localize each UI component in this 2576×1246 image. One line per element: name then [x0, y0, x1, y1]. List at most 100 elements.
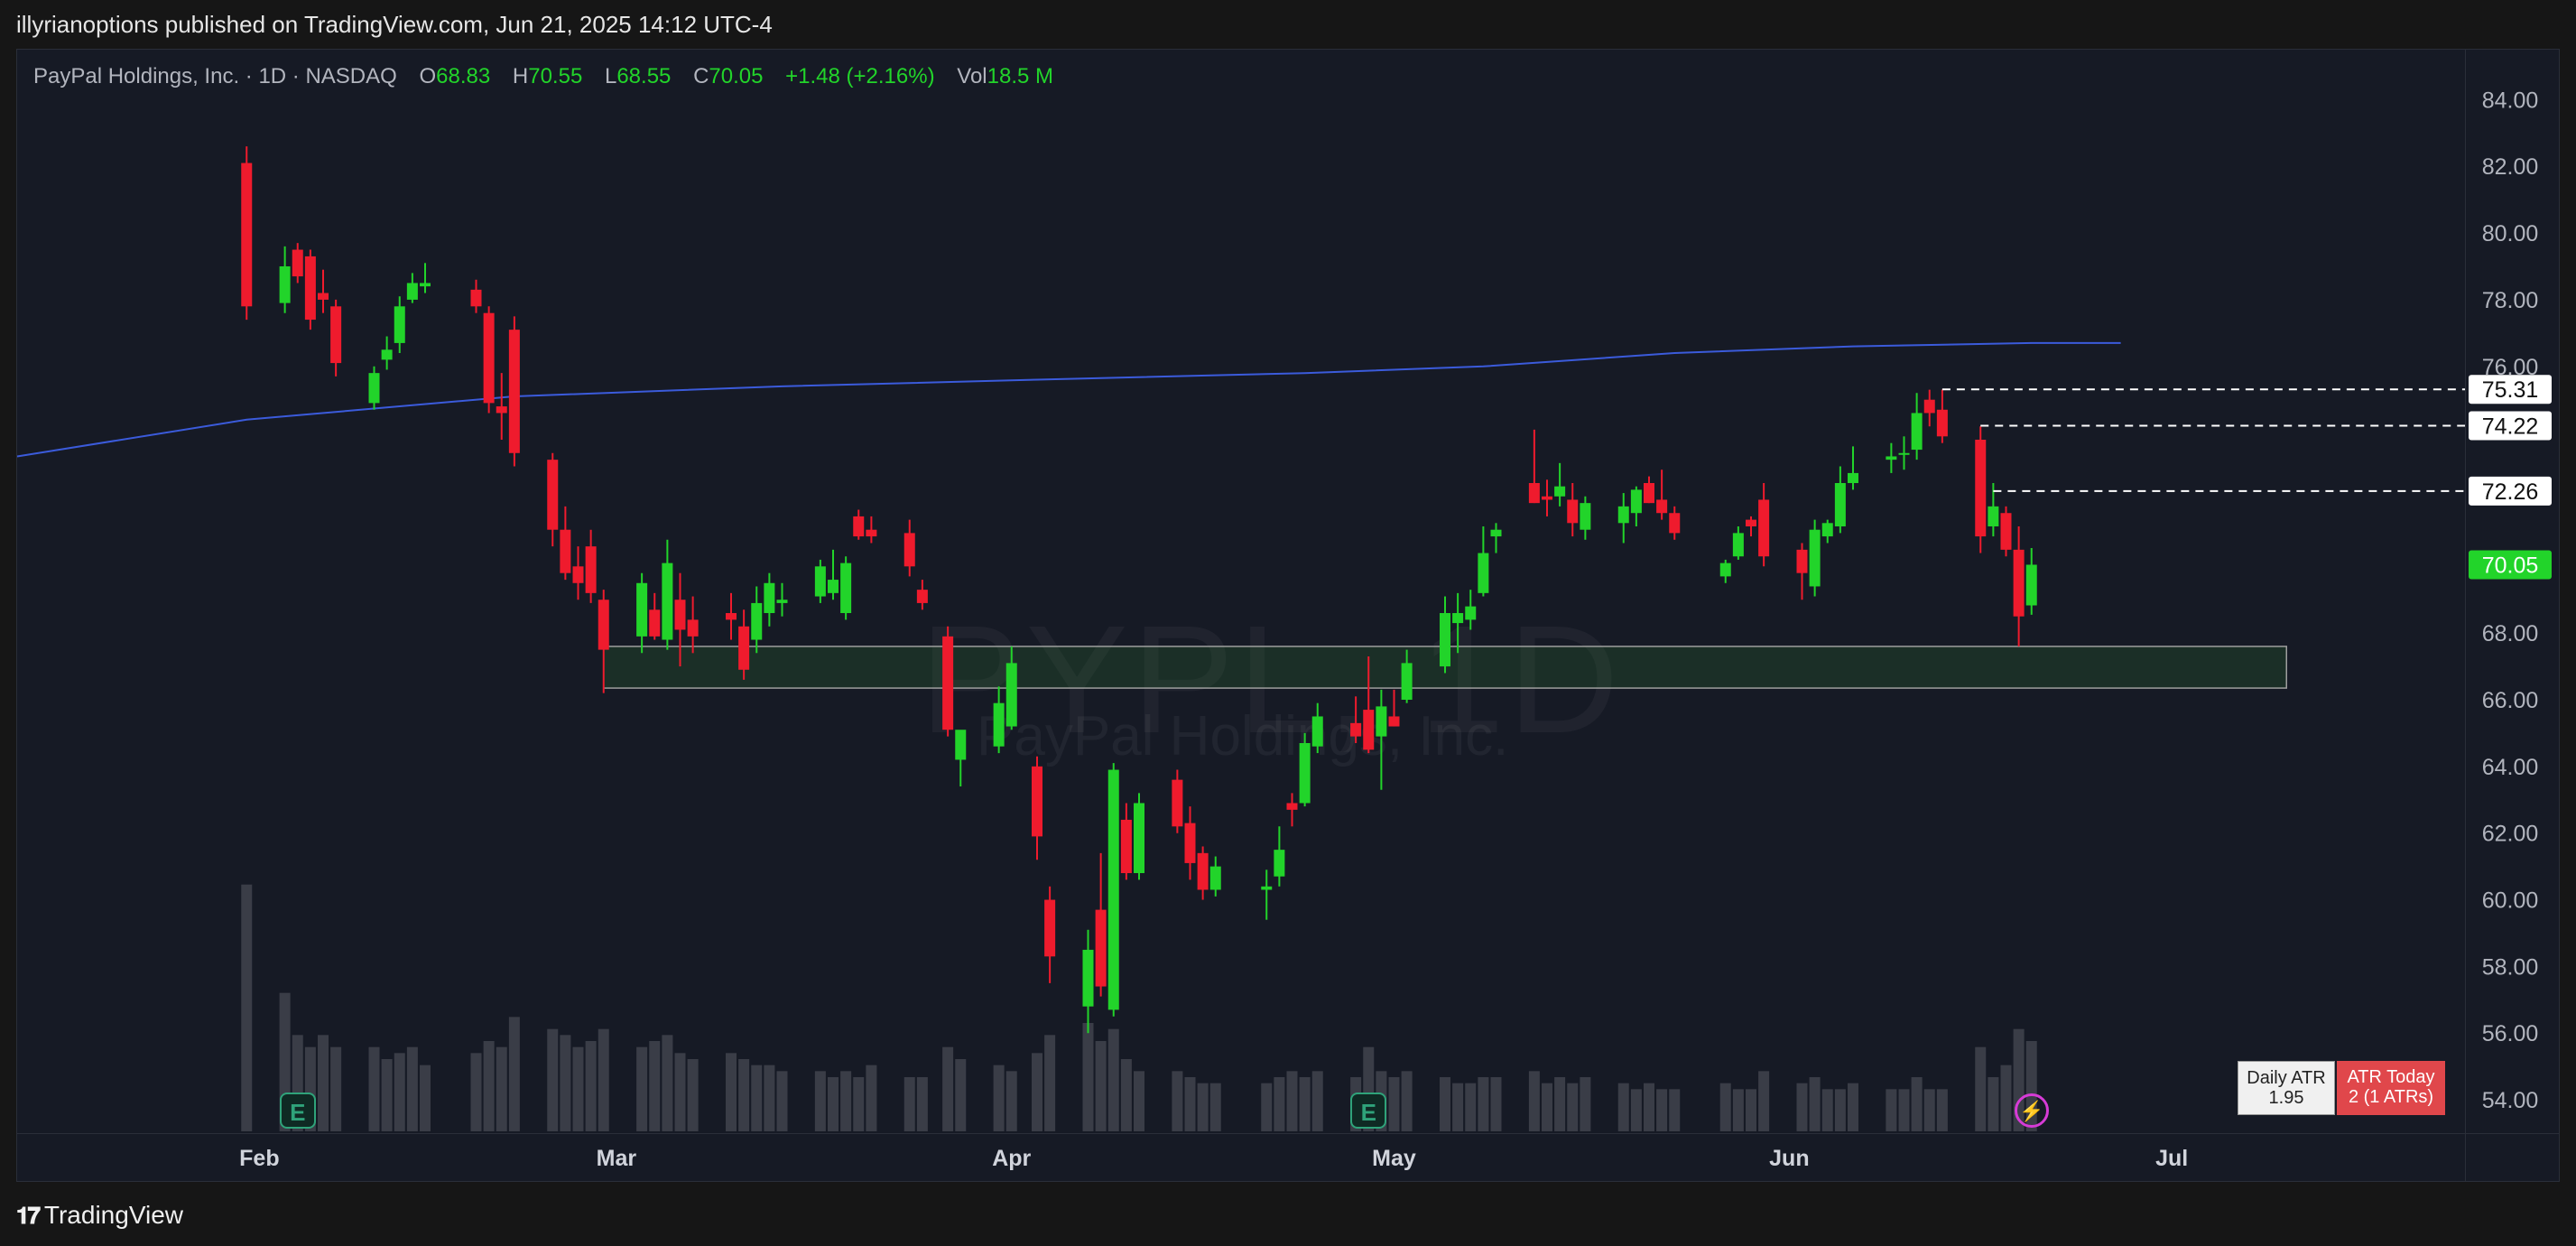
company-watermark: PayPal Holdings, Inc. [977, 705, 1509, 767]
candle-body [1758, 499, 1770, 557]
candle-body [279, 266, 291, 303]
volume-bar [1299, 1077, 1311, 1131]
volume-bar [547, 1028, 559, 1131]
legend-close-value: 70.05 [709, 64, 764, 88]
volume-bar [674, 1053, 686, 1131]
legend-change: +1.48 (+2.16%) [785, 64, 935, 88]
price-axis-label: 82.00 [2482, 154, 2539, 180]
legend-low-value: 68.55 [616, 64, 672, 88]
legend-symbol-title[interactable]: PayPal Holdings, Inc. · 1D · NASDAQ [33, 64, 397, 88]
candle-body [585, 546, 597, 593]
candle-body [1005, 663, 1017, 727]
price-level-tag [2469, 375, 2552, 404]
volume-bar [1209, 1083, 1221, 1131]
atr-today-label: ATR Today [2347, 1067, 2435, 1087]
candle-body [649, 609, 661, 637]
candle-body [866, 529, 877, 537]
candle-body [1363, 710, 1375, 750]
candle-body [317, 293, 329, 300]
volume-bar [776, 1071, 788, 1131]
earnings-badge-icon[interactable]: E [279, 1093, 316, 1129]
tradingview-logo-text: TradingView [43, 1201, 184, 1229]
candle-body [840, 563, 852, 613]
legend-close-key: C [693, 64, 709, 88]
time-axis-label: Jul [2155, 1146, 2188, 1171]
volume-bar [1975, 1046, 1987, 1131]
price-axis-label: 78.00 [2482, 288, 2539, 313]
candle-body [1439, 613, 1451, 667]
candle-body [2000, 513, 2012, 550]
volume-bar [1197, 1083, 1209, 1131]
candle-body [776, 600, 788, 603]
candle-body [1821, 523, 1833, 537]
volume-bar [1044, 1035, 1056, 1131]
time-axis-label: May [1372, 1146, 1416, 1171]
candle-body [2013, 549, 2025, 617]
tradingview-logo-icon: 𝟏𝟕 [16, 1202, 41, 1229]
volume-bar [687, 1059, 699, 1131]
price-axis-label: 60.00 [2482, 888, 2539, 914]
volume-bar [1809, 1077, 1821, 1131]
legend-open-key: O [419, 64, 437, 88]
volume-bar [1107, 1028, 1119, 1131]
candle-body [560, 529, 571, 573]
tradingview-logo[interactable]: 𝟏𝟕 TradingView [16, 1201, 183, 1231]
volume-bar [1261, 1083, 1273, 1131]
earnings-badge-icon[interactable]: E [1350, 1093, 1387, 1129]
volume-bar [1031, 1053, 1043, 1131]
candle-body [598, 600, 609, 650]
volume-bar [1133, 1071, 1145, 1131]
candle-body [1847, 472, 1859, 483]
candle-body [1643, 483, 1655, 504]
candle-body [496, 406, 507, 414]
candle-body [1274, 850, 1285, 877]
candle-body [751, 602, 763, 640]
atr-today-value: 2 (1 ATRs) [2348, 1087, 2434, 1107]
candle-body [674, 600, 686, 630]
candle-body [1107, 769, 1119, 1010]
candle-body [955, 730, 967, 760]
chart-panel[interactable]: PYPL, 1D PayPal Holdings, Inc. 75.31 74.2… [16, 49, 2560, 1182]
volume-bar [330, 1046, 342, 1131]
volume-bar [419, 1065, 431, 1131]
volume-bar [1630, 1089, 1642, 1131]
candle-body [1923, 399, 1935, 414]
candle-body [764, 582, 775, 613]
volume-bar [1184, 1077, 1196, 1131]
candle-body [1465, 606, 1477, 620]
volume-bar [1478, 1077, 1489, 1131]
volume-bar [1120, 1059, 1132, 1131]
candle-body [1311, 716, 1323, 747]
time-axis-label: Apr [992, 1146, 1031, 1171]
volume-bar [1732, 1089, 1744, 1131]
volume-bar [1311, 1071, 1323, 1131]
candle-body [1452, 613, 1464, 624]
price-chart[interactable]: 75.31 74.22 72.26 84.00 82.00 80.00 78.00 76.00… [17, 50, 2560, 1182]
volume-bar [241, 884, 253, 1131]
legend-volume-value: 18.5 M [987, 64, 1054, 88]
volume-bar [1643, 1083, 1655, 1131]
candle-body [827, 580, 839, 593]
volume-bar [1452, 1083, 1464, 1131]
candle-body [1656, 499, 1668, 514]
volume-bar [738, 1059, 750, 1131]
volume-bar [1554, 1077, 1566, 1131]
candle-body [1580, 503, 1591, 530]
candle-body [1809, 529, 1821, 587]
volume-bar [368, 1046, 380, 1131]
candle-body [304, 256, 316, 321]
candle-body [1490, 529, 1502, 537]
volume-bar [993, 1065, 1005, 1131]
volume-bar [483, 1041, 495, 1131]
candle-body [1172, 779, 1183, 827]
lightning-icon[interactable]: ⚡ [2014, 1093, 2049, 1128]
volume-bar [1465, 1083, 1477, 1131]
volume-bar [1401, 1071, 1413, 1131]
candle-body [687, 619, 699, 637]
candle-body [903, 533, 915, 567]
candle-body [368, 373, 380, 404]
candle-body [394, 306, 405, 343]
price-level-tag [2469, 411, 2552, 441]
candle-body [738, 626, 750, 670]
candle-body [1209, 866, 1221, 890]
